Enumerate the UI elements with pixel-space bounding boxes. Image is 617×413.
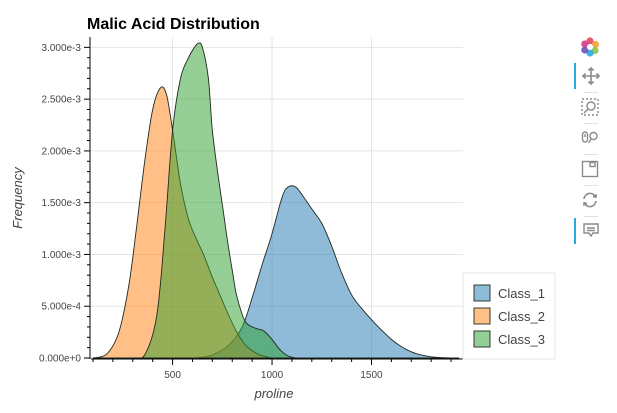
wheel-zoom-icon[interactable] bbox=[574, 125, 606, 151]
legend-swatch bbox=[473, 284, 491, 302]
axis-layer: 500 1000 1500 0.000e+0 5.000e-4 1.000e-3 1.500… bbox=[39, 37, 463, 381]
y-tick-label: 1.500e-3 bbox=[42, 198, 82, 209]
y-tick-label: 0.000e+0 bbox=[39, 354, 81, 365]
legend-swatch bbox=[473, 330, 491, 348]
box-zoom-icon[interactable] bbox=[574, 94, 606, 120]
x-tick-label: 1000 bbox=[261, 370, 284, 381]
y-tick-label: 1.000e-3 bbox=[42, 250, 82, 261]
save-icon[interactable] bbox=[574, 156, 606, 182]
legend-label: Class_2 bbox=[498, 309, 545, 324]
hover-icon[interactable] bbox=[574, 218, 606, 244]
chart-title: Malic Acid Distribution bbox=[87, 16, 260, 33]
x-tick-label: 500 bbox=[164, 370, 181, 381]
area-class-1[interactable] bbox=[196, 185, 460, 359]
x-tick-label: 1500 bbox=[360, 370, 383, 381]
legend-label: Class_3 bbox=[498, 332, 545, 347]
x-axis-label: proline bbox=[253, 386, 293, 401]
legend-label: Class_1 bbox=[498, 286, 545, 301]
y-tick-label: 3.000e-3 bbox=[42, 43, 82, 54]
reset-icon[interactable] bbox=[574, 187, 606, 213]
legend-swatch bbox=[473, 307, 491, 325]
y-axis-label: Frequency bbox=[10, 166, 25, 229]
legend: Class_1 Class_2 Class_3 bbox=[462, 272, 556, 360]
y-tick-label: 2.500e-3 bbox=[42, 95, 82, 106]
bokeh-logo-icon[interactable] bbox=[574, 34, 606, 60]
area-layer[interactable] bbox=[92, 42, 460, 360]
pan-icon[interactable] bbox=[574, 63, 606, 89]
y-tick-label: 2.000e-3 bbox=[42, 146, 82, 157]
y-tick-label: 5.000e-4 bbox=[42, 302, 82, 313]
area-class-3[interactable] bbox=[132, 42, 297, 360]
